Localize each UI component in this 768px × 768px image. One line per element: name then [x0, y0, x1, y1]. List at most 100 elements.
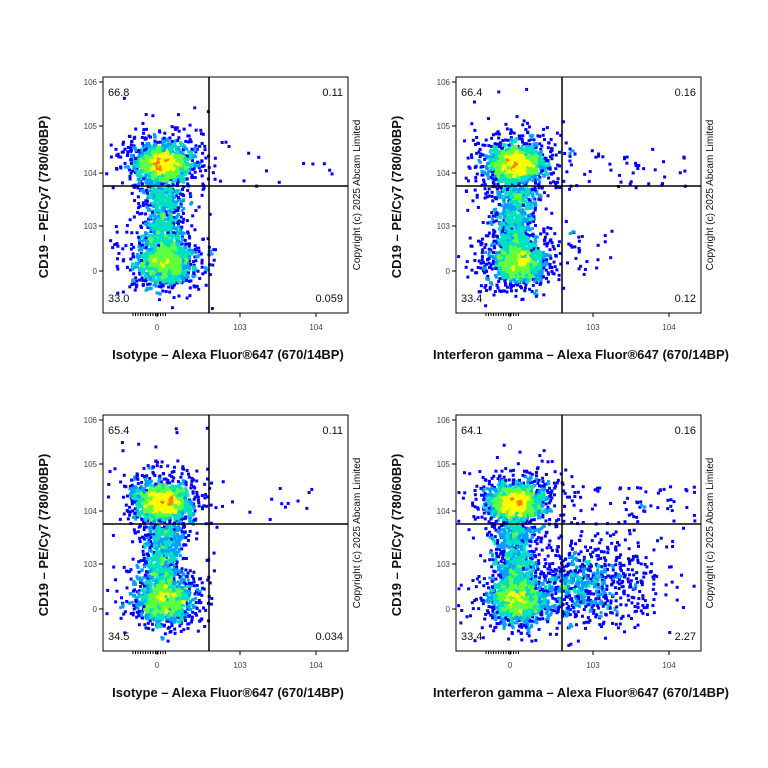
event-point [156, 280, 160, 284]
plot-frame [102, 76, 349, 314]
event-point [183, 172, 187, 176]
event-point [189, 167, 193, 171]
event-point [149, 269, 153, 273]
event-point [160, 222, 164, 226]
event-point [161, 141, 165, 145]
event-point [145, 191, 149, 195]
event-point [201, 151, 205, 155]
event-point [123, 161, 127, 165]
event-point [172, 280, 176, 284]
event-point [179, 254, 183, 258]
event-point [190, 173, 194, 177]
event-point [163, 145, 167, 149]
event-point [148, 216, 152, 220]
event-point [143, 144, 147, 148]
event-point [115, 167, 119, 171]
event-point [173, 142, 177, 146]
event-point [311, 162, 315, 166]
event-point [187, 248, 191, 252]
event-point [198, 276, 202, 280]
event-point [169, 220, 173, 224]
event-point [134, 156, 138, 160]
event-point [177, 294, 181, 298]
event-point [153, 201, 157, 205]
event-point [154, 153, 158, 157]
x-tick-label: 104 [309, 323, 323, 332]
event-point [136, 177, 140, 181]
event-point [152, 144, 156, 148]
event-point [161, 284, 165, 288]
event-point [150, 234, 154, 238]
x-tick-label: 103 [233, 323, 247, 332]
event-point [137, 254, 141, 258]
event-point [115, 257, 119, 261]
event-point [164, 159, 168, 163]
event-point [172, 160, 176, 164]
event-point [119, 166, 123, 170]
event-point [183, 238, 187, 242]
event-point [144, 232, 148, 236]
event-point [142, 238, 146, 242]
event-point [171, 133, 175, 137]
event-point [152, 159, 156, 163]
event-point [212, 258, 216, 262]
event-point [164, 234, 168, 238]
events [457, 87, 687, 308]
event-point [130, 231, 134, 235]
event-point [117, 251, 121, 255]
event-point [198, 161, 202, 165]
event-point [186, 134, 190, 138]
event-point [137, 156, 141, 160]
event-point [162, 162, 166, 166]
event-point [105, 172, 109, 176]
event-point [181, 174, 185, 178]
event-point [144, 127, 148, 131]
event-point [142, 271, 146, 275]
event-point [127, 134, 131, 138]
event-point [158, 140, 162, 144]
event-point [137, 148, 141, 152]
event-point [169, 199, 173, 203]
event-point [150, 210, 154, 214]
event-point [141, 150, 145, 154]
event-point [133, 265, 137, 269]
quadrant-upper-right: 0.11 [322, 87, 343, 99]
event-point [181, 178, 185, 182]
event-point [126, 150, 130, 154]
event-point [242, 179, 246, 183]
event-point [148, 174, 152, 178]
event-point [187, 251, 191, 255]
event-point [129, 158, 133, 162]
event-point [133, 135, 137, 139]
event-point [165, 228, 169, 232]
event-point [134, 127, 138, 131]
event-point [161, 289, 165, 293]
event-point [156, 240, 160, 244]
event-point [168, 189, 172, 193]
event-point [328, 168, 332, 172]
event-point [161, 232, 165, 236]
event-point [528, 177, 532, 181]
event-point [180, 275, 184, 279]
event-point [116, 267, 120, 271]
event-point [188, 171, 192, 175]
event-point [189, 195, 193, 199]
event-point [181, 220, 185, 224]
event-point [195, 246, 199, 250]
event-point [155, 272, 159, 276]
event-point [134, 168, 138, 172]
event-point [155, 256, 159, 260]
event-point [157, 187, 161, 191]
event-point [201, 187, 205, 191]
event-point [171, 180, 175, 184]
event-point [137, 235, 141, 239]
event-point [172, 243, 176, 247]
event-point [197, 205, 201, 209]
event-point [157, 284, 161, 288]
event-point [167, 173, 171, 177]
event-point [139, 163, 143, 167]
event-point [151, 255, 155, 259]
x-tick-label: 0 [155, 323, 160, 332]
event-point [150, 250, 154, 254]
event-point [168, 283, 172, 287]
